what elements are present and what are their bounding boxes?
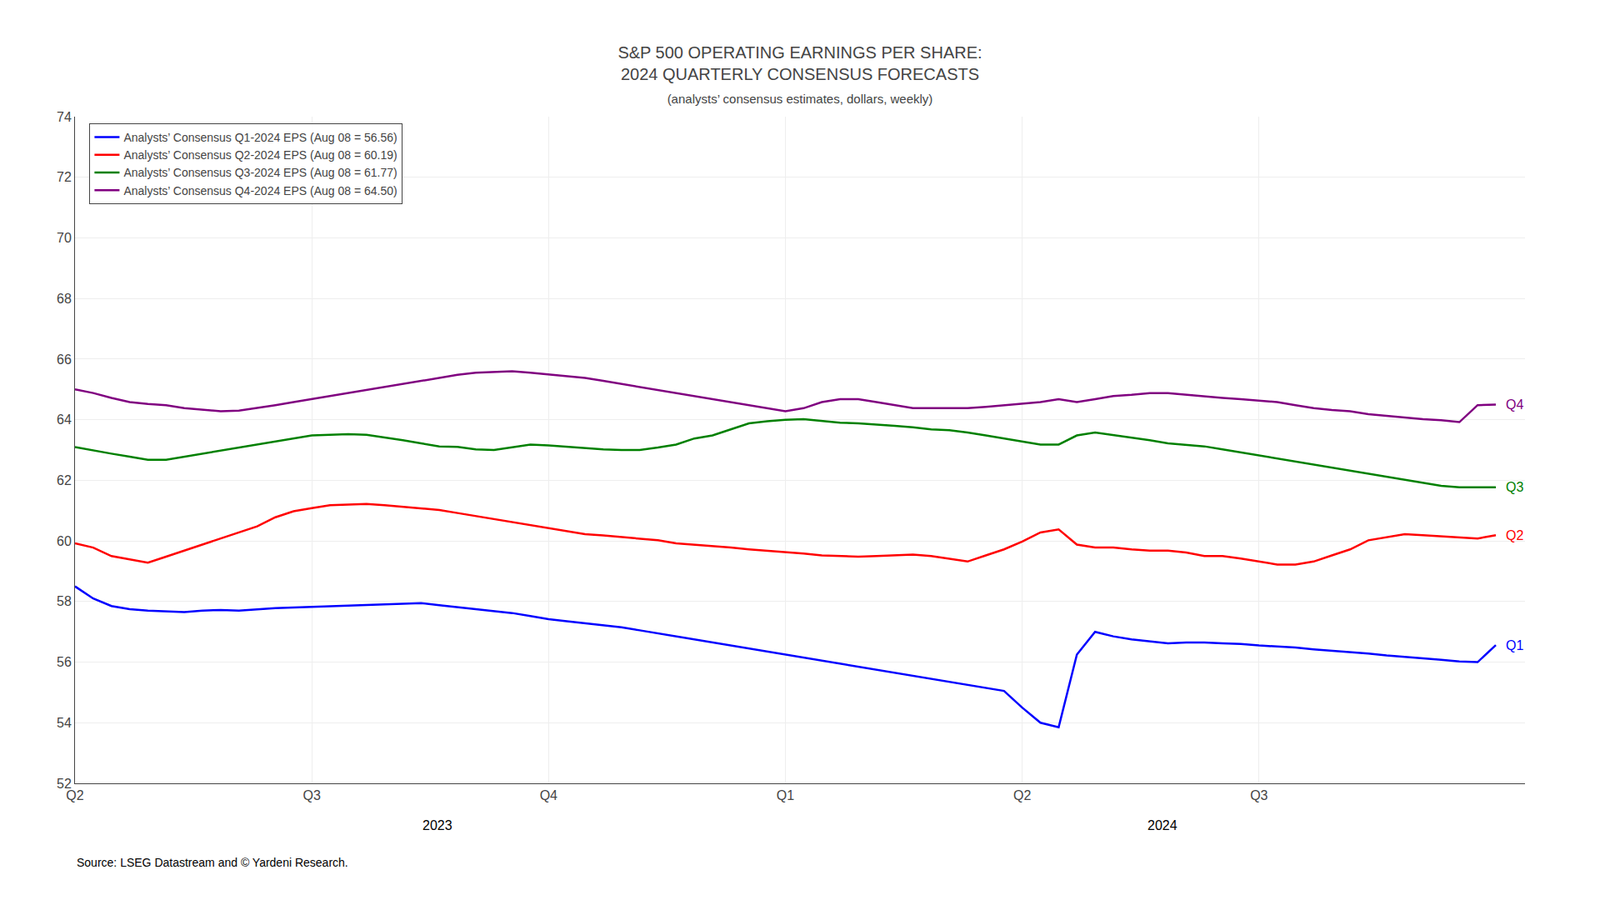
svg-text:Q3: Q3 bbox=[1505, 480, 1524, 495]
svg-text:68: 68 bbox=[56, 291, 72, 306]
svg-text:64: 64 bbox=[56, 412, 72, 427]
svg-text:Q4: Q4 bbox=[540, 788, 558, 803]
svg-text:2023: 2023 bbox=[422, 818, 453, 833]
svg-text:Q3: Q3 bbox=[1250, 788, 1268, 803]
svg-text:Q2: Q2 bbox=[1013, 788, 1031, 803]
svg-text:Q3: Q3 bbox=[302, 788, 320, 803]
svg-text:72: 72 bbox=[56, 170, 72, 185]
svg-text:66: 66 bbox=[56, 352, 72, 367]
svg-text:52: 52 bbox=[56, 776, 72, 791]
svg-text:Analysts’ Consensus Q4-2024 EP: Analysts’ Consensus Q4-2024 EPS (Aug 08 … bbox=[123, 184, 397, 198]
svg-text:Q2: Q2 bbox=[1505, 528, 1524, 543]
svg-text:Q2: Q2 bbox=[65, 788, 84, 803]
svg-text:58: 58 bbox=[56, 594, 72, 609]
svg-text:2024: 2024 bbox=[1147, 818, 1178, 833]
svg-text:Analysts’ Consensus Q2-2024 EP: Analysts’ Consensus Q2-2024 EPS (Aug 08 … bbox=[123, 148, 397, 162]
svg-text:60: 60 bbox=[56, 534, 72, 549]
svg-text:56: 56 bbox=[56, 655, 72, 670]
svg-text:S&P 500 OPERATING EARNINGS PER: S&P 500 OPERATING EARNINGS PER SHARE:202… bbox=[617, 43, 982, 84]
svg-text:Source: LSEG Datastream and ©: Source: LSEG Datastream and © Yardeni Re… bbox=[76, 855, 349, 870]
svg-text:Analysts’ Consensus Q1-2024 EP: Analysts’ Consensus Q1-2024 EPS (Aug 08 … bbox=[123, 130, 397, 145]
svg-text:Q4: Q4 bbox=[1505, 397, 1524, 412]
svg-text:54: 54 bbox=[56, 715, 72, 730]
svg-text:Q1: Q1 bbox=[1505, 638, 1524, 653]
svg-text:70: 70 bbox=[56, 230, 72, 245]
svg-text:Analysts’ Consensus Q3-2024 EP: Analysts’ Consensus Q3-2024 EPS (Aug 08 … bbox=[123, 165, 397, 180]
svg-text:Q1: Q1 bbox=[776, 788, 795, 803]
svg-text:62: 62 bbox=[56, 473, 72, 488]
svg-text:(analysts’ consensus estimates: (analysts’ consensus estimates, dollars,… bbox=[667, 91, 934, 106]
svg-text:74: 74 bbox=[56, 110, 72, 125]
